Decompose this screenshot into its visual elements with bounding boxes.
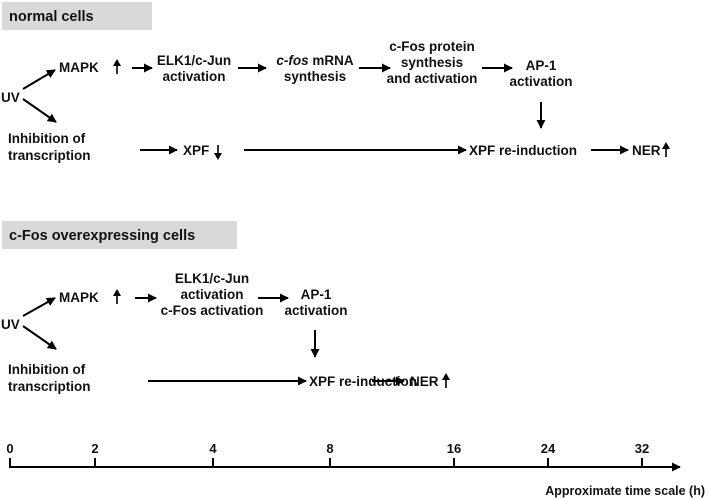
uv-to-mapk-arrow xyxy=(22,69,56,90)
protein-line3: and activation xyxy=(387,71,478,86)
uv-label: UV xyxy=(1,90,20,105)
xpf-down-arrow-icon xyxy=(214,145,222,160)
overexpressing-cells-panel: c-Fos overexpressing cells UV MAPK ELK1/… xyxy=(1,221,450,394)
ner2-label: NER xyxy=(410,374,439,389)
time-tick-label: 32 xyxy=(635,441,649,456)
ap1-line1: AP-1 xyxy=(526,58,557,73)
inhibition2-line1: Inhibition of xyxy=(8,362,86,377)
uv2-to-inhibition-arrow xyxy=(22,325,57,350)
uv2-label: UV xyxy=(1,317,20,332)
inhibition-line1: Inhibition of xyxy=(8,131,86,146)
time-tick-label: 0 xyxy=(6,441,13,456)
time-tick-label: 2 xyxy=(91,441,98,456)
ap1b-line2: activation xyxy=(284,303,347,318)
time-tick-label: 16 xyxy=(447,441,461,456)
xpf2-reinduction-label: XPF re-induction xyxy=(309,374,417,389)
xpf-label: XPF xyxy=(183,143,209,158)
elk1b-line2: activation xyxy=(180,287,243,302)
normal-cells-header: normal cells xyxy=(9,9,94,25)
uv2-to-mapk-arrow xyxy=(22,297,56,317)
time-tick-label: 8 xyxy=(326,441,333,456)
inhibition-line2: transcription xyxy=(8,148,91,163)
cfos-mrna-line1: c-fos mRNA xyxy=(276,53,354,68)
overexpressing-header: c-Fos overexpressing cells xyxy=(9,228,195,244)
mapk2-up-arrow-icon xyxy=(113,289,121,304)
inhibition2-line2: transcription xyxy=(8,379,91,394)
mapk2-label: MAPK xyxy=(59,290,99,305)
ner2-up-arrow-icon xyxy=(442,373,450,388)
cfos-mrna: mRNA xyxy=(309,53,354,68)
elk1b-line1: ELK1/c-Jun xyxy=(175,271,249,286)
xpf-reinduction-label: XPF re-induction xyxy=(469,143,577,158)
ap1-line2: activation xyxy=(509,74,572,89)
time-tick-label: 24 xyxy=(541,441,556,456)
time-axis-ticks: 0 2 4 8 16 24 32 xyxy=(6,441,649,467)
elk1b-line3: c-Fos activation xyxy=(161,303,264,318)
overexpressing-header-box xyxy=(2,221,237,249)
ner-up-arrow-icon xyxy=(662,142,670,157)
time-tick-label: 4 xyxy=(209,441,217,456)
time-scale: 0 2 4 8 16 24 32 Approximate time scale (h) xyxy=(6,441,705,498)
uv-to-inhibition-arrow xyxy=(22,98,57,123)
cfos-italic: c-fos xyxy=(276,53,309,68)
cfos-mrna-line2: synthesis xyxy=(284,69,346,84)
elk1-line1: ELK1/c-Jun xyxy=(157,53,231,68)
normal-cells-header-box xyxy=(2,2,152,30)
mapk-label: MAPK xyxy=(59,60,99,75)
normal-cells-panel: normal cells UV MAPK ELK1/c-Jun activati… xyxy=(1,2,670,163)
ap1b-line1: AP-1 xyxy=(301,287,332,302)
time-axis-title: Approximate time scale (h) xyxy=(545,484,705,498)
protein-line2: synthesis xyxy=(401,55,463,70)
mapk-up-arrow-icon xyxy=(113,59,121,74)
ner-label: NER xyxy=(632,143,661,158)
elk1-line2: activation xyxy=(162,69,225,84)
protein-line1: c-Fos protein xyxy=(389,39,475,54)
